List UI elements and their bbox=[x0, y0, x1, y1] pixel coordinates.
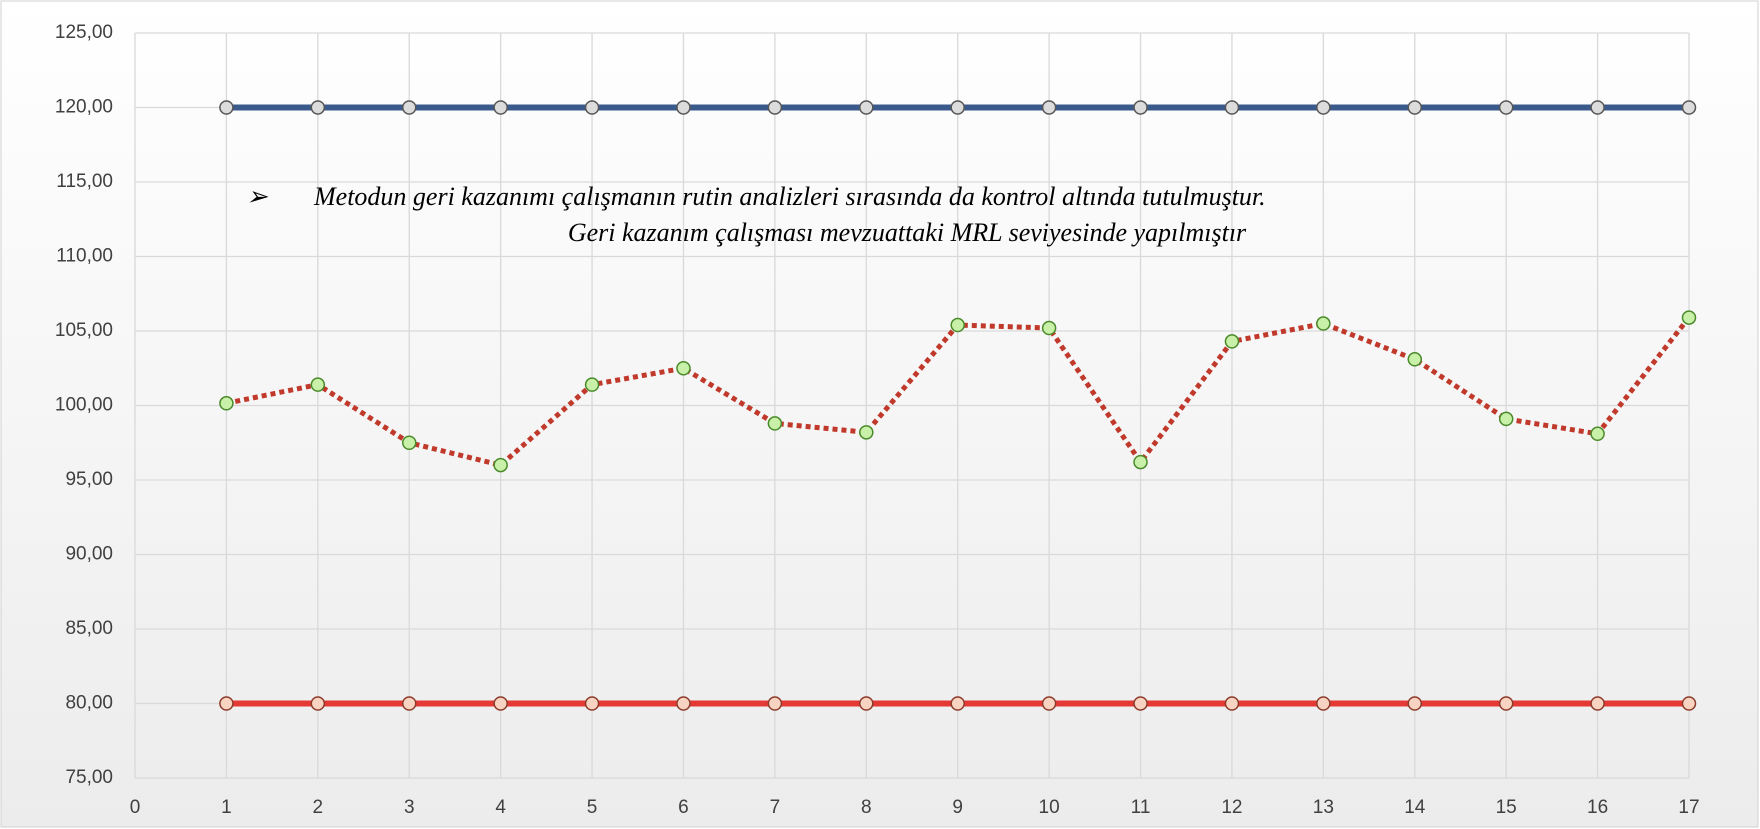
x-tick-label: 10 bbox=[1039, 797, 1060, 818]
marker bbox=[401, 100, 417, 115]
y-tick-label: 75,00 bbox=[65, 767, 113, 788]
marker bbox=[1316, 696, 1331, 711]
x-tick-label: 11 bbox=[1131, 797, 1151, 818]
marker bbox=[584, 696, 600, 711]
marker bbox=[859, 696, 874, 711]
x-tick-label: 9 bbox=[952, 797, 963, 818]
marker bbox=[1407, 696, 1423, 711]
marker bbox=[767, 696, 783, 711]
marker bbox=[1041, 320, 1057, 336]
x-tick-label: 8 bbox=[861, 797, 872, 818]
marker bbox=[493, 457, 508, 473]
marker bbox=[767, 416, 783, 431]
x-tick-label: 12 bbox=[1221, 797, 1242, 818]
marker bbox=[584, 100, 600, 115]
marker bbox=[493, 696, 508, 711]
annotation-bullet: ➢ bbox=[246, 182, 269, 211]
marker bbox=[676, 361, 691, 376]
x-tick-label: 15 bbox=[1496, 797, 1517, 818]
marker bbox=[1224, 100, 1240, 115]
marker bbox=[310, 100, 326, 115]
marker bbox=[1681, 696, 1697, 711]
x-tick-label: 14 bbox=[1404, 797, 1426, 818]
marker bbox=[859, 425, 874, 440]
x-tick-label: 16 bbox=[1587, 797, 1608, 818]
marker bbox=[1681, 100, 1697, 115]
marker bbox=[767, 100, 783, 115]
x-tick-label: 7 bbox=[770, 797, 781, 818]
marker bbox=[1498, 411, 1514, 427]
y-tick-label: 110,00 bbox=[56, 246, 113, 267]
x-tick-label: 13 bbox=[1313, 797, 1334, 818]
marker bbox=[310, 696, 326, 711]
marker bbox=[1224, 334, 1240, 349]
y-tick-label: 125,00 bbox=[55, 22, 113, 43]
marker bbox=[676, 696, 691, 711]
marker bbox=[1041, 100, 1057, 115]
series bbox=[219, 100, 1697, 711]
marker bbox=[493, 100, 508, 115]
marker bbox=[219, 696, 234, 711]
marker bbox=[1498, 100, 1514, 115]
marker bbox=[310, 377, 326, 392]
x-tick-label: 5 bbox=[587, 797, 598, 818]
y-tick-label: 105,00 bbox=[55, 320, 113, 341]
x-tick-label: 4 bbox=[495, 797, 506, 818]
marker bbox=[401, 696, 417, 711]
y-tick-label: 90,00 bbox=[65, 544, 113, 565]
y-tick-label: 85,00 bbox=[65, 618, 113, 639]
y-tick-label: 100,00 bbox=[55, 395, 113, 416]
marker bbox=[1407, 100, 1423, 115]
marker bbox=[1498, 696, 1514, 711]
marker bbox=[859, 100, 874, 115]
marker bbox=[1224, 696, 1240, 711]
marker bbox=[1590, 696, 1605, 711]
marker bbox=[401, 435, 417, 450]
annotation: Geri kazanım çalışması mevzuattaki MRL s… bbox=[568, 218, 1247, 247]
marker bbox=[1590, 426, 1605, 442]
y-tick-label: 120,00 bbox=[55, 97, 113, 118]
y-tick-label: 80,00 bbox=[65, 693, 113, 714]
x-tick-label: 6 bbox=[678, 797, 689, 818]
marker bbox=[1590, 100, 1605, 115]
marker bbox=[950, 696, 965, 711]
marker bbox=[584, 377, 600, 392]
marker bbox=[219, 100, 234, 115]
annotation: Metodun geri kazanımı çalışmanın rutin a… bbox=[313, 182, 1266, 211]
marker bbox=[1041, 696, 1057, 711]
marker bbox=[219, 396, 234, 411]
marker bbox=[1407, 352, 1423, 367]
marker bbox=[1133, 100, 1148, 115]
marker bbox=[1316, 316, 1331, 331]
x-tick-label: 3 bbox=[404, 797, 415, 818]
marker bbox=[1133, 454, 1148, 470]
marker bbox=[1316, 100, 1331, 115]
y-tick-label: 95,00 bbox=[65, 469, 113, 490]
marker bbox=[1681, 310, 1697, 325]
y-tick-label: 115,00 bbox=[56, 171, 113, 192]
marker bbox=[950, 317, 965, 333]
x-tick-label: 0 bbox=[130, 797, 141, 818]
x-tick-label: 17 bbox=[1678, 797, 1699, 818]
x-tick-label: 1 bbox=[221, 797, 232, 818]
x-tick-label: 2 bbox=[313, 797, 324, 818]
marker bbox=[1133, 696, 1148, 711]
marker bbox=[676, 100, 691, 115]
marker bbox=[950, 100, 965, 115]
